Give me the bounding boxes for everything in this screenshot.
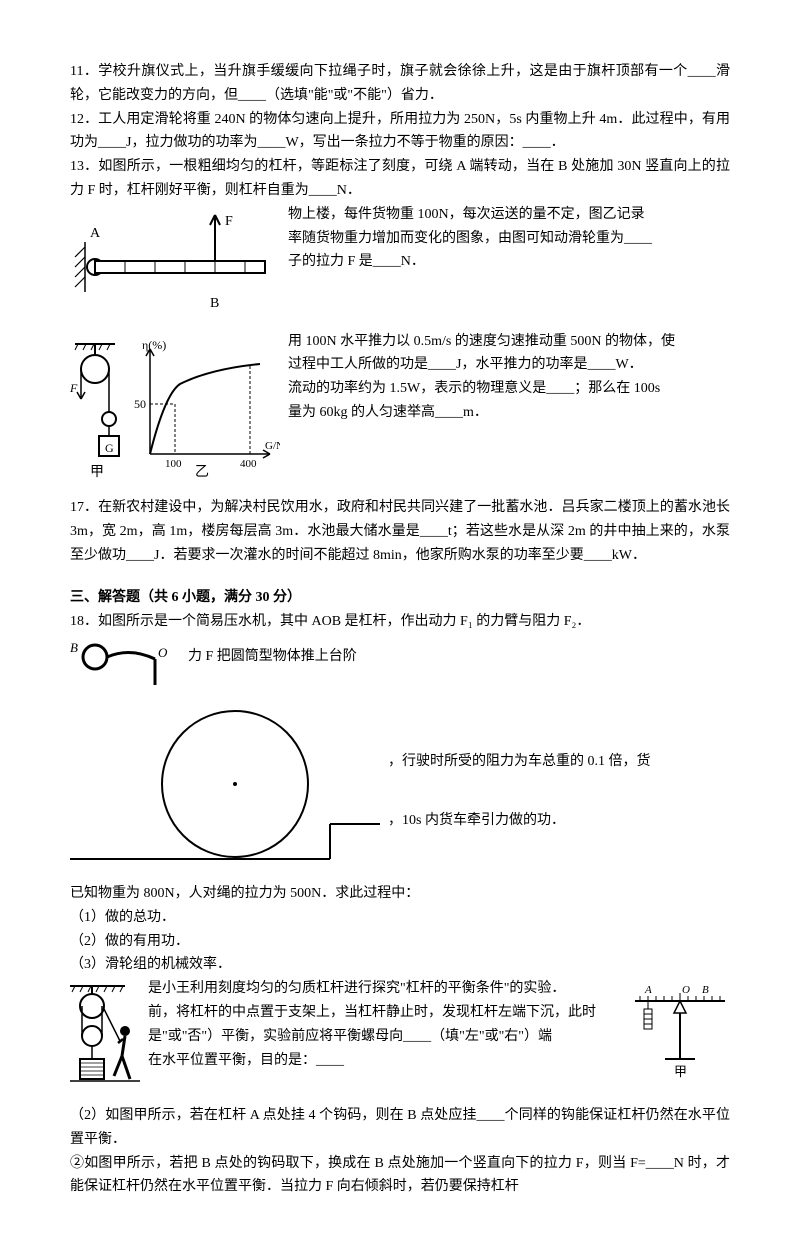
svg-text:100: 100 — [165, 458, 182, 470]
lever-figure-q13: F A B — [70, 207, 280, 326]
physics-worksheet-page: 11．学校升旗仪式上，当升旗手缓缓向下拉绳子时，旗子就会徐徐上升，这是由于旗杆顶… — [0, 0, 800, 1239]
question-18-19-figure-block: B O 力 F 把圆筒型物体推上台阶 — [70, 633, 730, 705]
svg-text:O: O — [158, 645, 168, 660]
svg-text:B: B — [702, 984, 709, 996]
question-20-figure-block: ，行驶时所受的阻力为车总重的 0.1 倍，货 ，10s 内货车牵引力做的功． — [70, 705, 730, 882]
svg-text:A: A — [644, 984, 652, 996]
question-22-line-f: ②如图甲所示，若把 B 点处的钩码取下，换成在 B 点处施加一个竖直向下的拉力 … — [70, 1152, 730, 1200]
lever-figure-q18: B O — [70, 637, 180, 701]
question-15-figure-block: F G 甲 η(%) 50 100 400 G/N — [70, 330, 730, 497]
svg-text:A: A — [90, 226, 101, 241]
svg-text:B: B — [210, 296, 219, 311]
question-12: 12．工人用定滑轮将重 240N 的物体匀速向上提升，所用拉力为 250N，5s… — [70, 108, 730, 156]
question-22-figure-block: A O B 甲 — [70, 977, 730, 1199]
svg-text:O: O — [682, 984, 690, 996]
svg-text:η(%): η(%) — [142, 338, 166, 352]
question-17: 17．在新农村建设中，为解决村民饮用水，政府和村民共同兴建了一批蓄水池．吕兵家二… — [70, 496, 730, 567]
svg-text:甲: 甲 — [90, 465, 104, 480]
svg-text:F: F — [225, 214, 233, 229]
question-21-sub1: （1）做的总功． — [70, 906, 730, 930]
svg-text:G/N: G/N — [265, 440, 280, 452]
question-21: 已知物重为 800N，人对绳的拉力为 500N．求此过程中： — [70, 882, 730, 906]
svg-text:G: G — [105, 441, 114, 455]
question-21-sub2: （2）做的有用功． — [70, 930, 730, 954]
question-13-14-figure-block: F A B 物上楼，每件货物重 100N，每次运送的量不定，图乙记录 率随货物重… — [70, 203, 730, 330]
question-22-line-e: （2）如图甲所示，若在杠杆 A 点处挂 4 个钩码，则在 B 点处应挂____个… — [70, 1104, 730, 1152]
section-3-title: 三、解答题（共 6 小题，满分 30 分） — [70, 586, 730, 610]
lever-balance-figure-q22: A O B 甲 — [630, 981, 730, 1090]
svg-text:甲: 甲 — [674, 1064, 687, 1079]
svg-text:50: 50 — [134, 397, 146, 411]
question-18: 18．如图所示是一个简易压水机，其中 AOB 是杠杆，作出动力 F₁ 的力臂与阻… — [70, 610, 730, 634]
svg-text:400: 400 — [240, 458, 257, 470]
pulley-person-figure-q22 — [70, 981, 140, 1100]
pulley-graph-figure-q15: F G 甲 η(%) 50 100 400 G/N — [70, 334, 280, 493]
cylinder-figure-q20 — [70, 709, 380, 878]
svg-text:F: F — [70, 381, 78, 395]
svg-text:B: B — [70, 640, 78, 655]
question-21-sub3: （3）滑轮组的机械效率． — [70, 953, 730, 977]
question-13: 13．如图所示，一根粗细均匀的杠杆，等距标注了刻度，可绕 A 端转动，当在 B … — [70, 155, 730, 203]
question-11: 11．学校升旗仪式上，当升旗手缓缓向下拉绳子时，旗子就会徐徐上升，这是由于旗杆顶… — [70, 60, 730, 108]
svg-text:乙: 乙 — [195, 464, 209, 480]
